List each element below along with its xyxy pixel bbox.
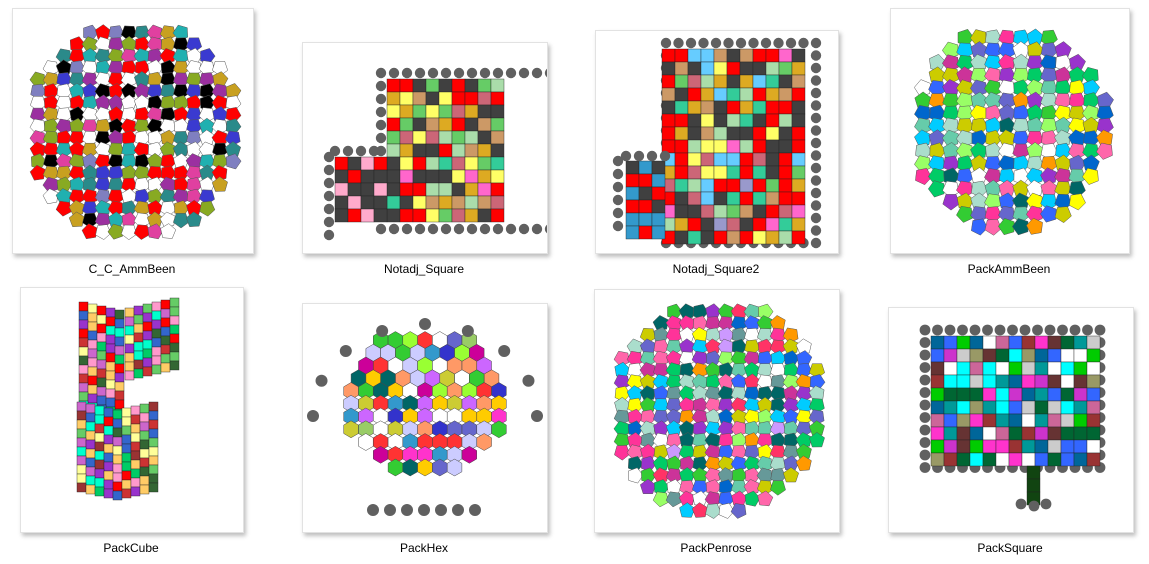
ammann-beenker-tiling-thumbnail: [29, 24, 242, 241]
file-thumbnail[interactable]: [20, 287, 244, 533]
file-name: PackSquare: [977, 541, 1043, 555]
square-grid-thumbnail: [612, 37, 822, 249]
file-thumbnail[interactable]: [12, 8, 254, 254]
file-name: Notadj_Square: [383, 262, 465, 276]
file-thumbnail[interactable]: [595, 30, 839, 254]
file-name: Notadj_Square2: [672, 262, 760, 276]
file-name: PackPenrose: [680, 541, 752, 555]
square-grid-thumbnail: [323, 67, 547, 241]
file-name: PackHex: [399, 541, 449, 555]
file-thumbnail[interactable]: [888, 307, 1134, 533]
file-thumbnail[interactable]: [594, 289, 840, 533]
file-name: PackCube: [103, 541, 159, 555]
file-thumbnail[interactable]: [302, 303, 548, 533]
penrose-tiling-thumbnail: [613, 303, 826, 519]
file-thumbnail[interactable]: [302, 42, 548, 254]
ammann-beenker-tiling-thumbnail: [913, 28, 1114, 236]
square-grid-thumbnail: [919, 324, 1106, 512]
file-thumbnail[interactable]: [890, 8, 1130, 254]
file-name: PackAmmBeen: [967, 262, 1051, 276]
file-name: C_C_AmmBeen: [88, 262, 176, 276]
hex-grid-thumbnail: [307, 318, 543, 516]
cube-packing-thumbnail: [76, 297, 180, 501]
